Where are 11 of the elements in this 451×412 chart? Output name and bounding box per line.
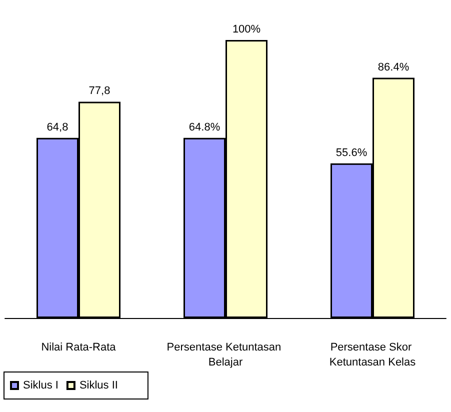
x-tick-label: Persentase Skor Ketuntasan Kelas	[329, 342, 416, 368]
data-label: 55.6%	[336, 146, 368, 159]
data-label: 64.8%	[188, 121, 220, 134]
legend-label: Siklus II	[79, 380, 118, 392]
data-label: 86.4%	[378, 61, 410, 74]
data-label: 100%	[232, 24, 261, 36]
x-tick-label: Nilai Rata-Rata	[41, 342, 117, 354]
data-label: 77,8	[88, 85, 110, 98]
x-tick-label: Persentase Ketuntasan Belajar	[166, 342, 284, 368]
legend-label: Siklus I	[23, 380, 58, 392]
data-label: 64,8	[46, 121, 68, 134]
